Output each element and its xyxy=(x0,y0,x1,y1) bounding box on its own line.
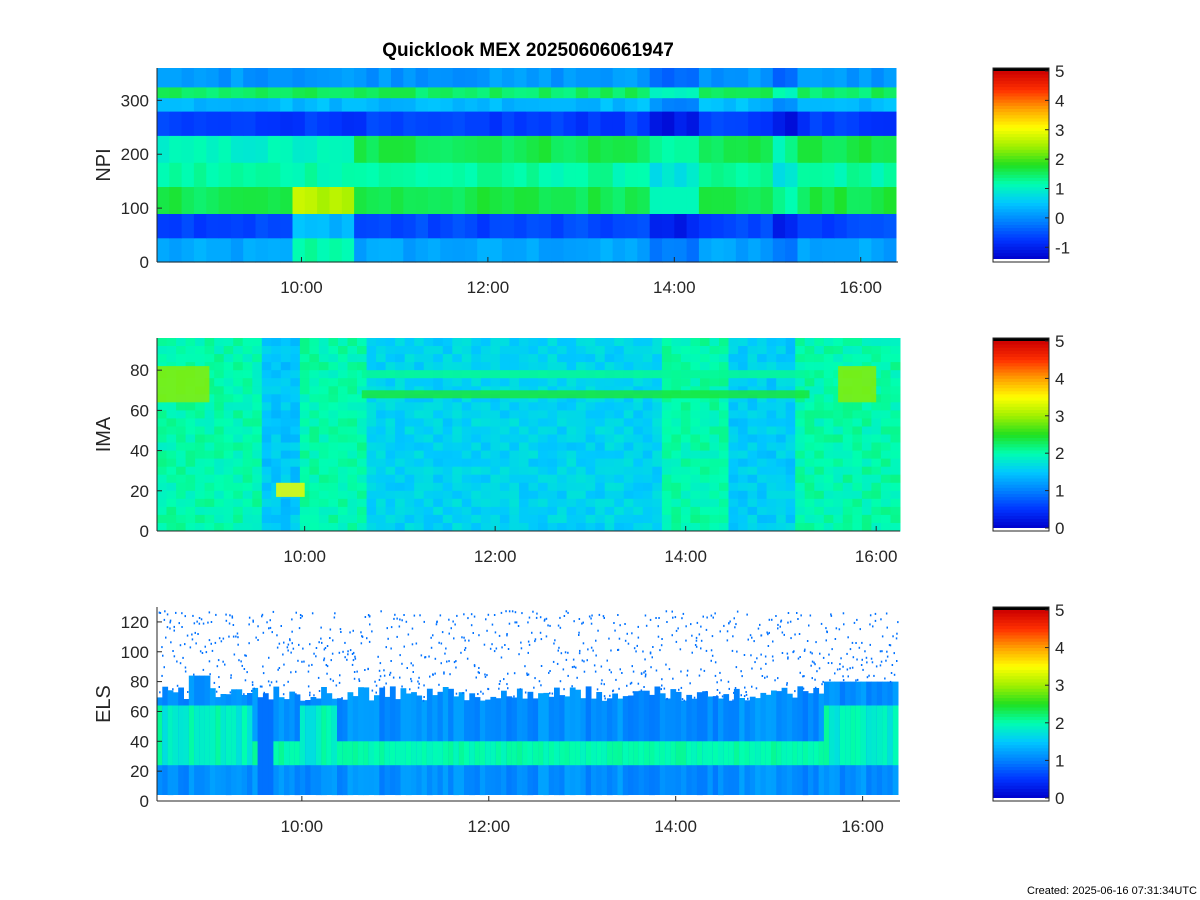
ima-feature-1 xyxy=(361,390,810,399)
panel-ima: 0 20 40 60 80 10:00 12:00 14:00 16:00 IMA 0 1 2 3 4 5 xyxy=(93,332,1064,566)
ytick-label: 40 xyxy=(130,442,149,461)
ylabel-npi: NPI xyxy=(93,148,115,181)
ytick-label: 0 xyxy=(140,792,149,811)
colorbar-tick-label: 3 xyxy=(1055,407,1064,426)
ytick-label: 80 xyxy=(130,361,149,380)
colorbar-tick-label: 4 xyxy=(1055,369,1064,388)
colorbar-tick-label: 1 xyxy=(1055,482,1064,501)
ytick-label: 60 xyxy=(130,702,149,721)
colorbar-els: 0 1 2 3 4 5 xyxy=(992,601,1064,808)
colorbar-tick-label: 5 xyxy=(1055,332,1064,351)
xtick-label: 16:00 xyxy=(841,817,884,836)
xtick-label: 10:00 xyxy=(280,278,323,297)
ytick-label: 120 xyxy=(121,613,149,632)
colorbar-tick-label: 5 xyxy=(1055,601,1064,620)
ytick-label: 0 xyxy=(140,522,149,541)
colorbar-tick-label: 4 xyxy=(1055,91,1064,110)
colorbar-tick-label: 1 xyxy=(1055,180,1064,199)
xtick-label: 16:00 xyxy=(855,547,898,566)
ytick-label: 20 xyxy=(130,482,149,501)
xtick-label: 10:00 xyxy=(281,817,324,836)
ima-feature-3 xyxy=(276,482,305,497)
colorbar-tick-label: 2 xyxy=(1055,150,1064,169)
colorbar-tick-label: -1 xyxy=(1055,238,1070,257)
colorbar-tick-label: 2 xyxy=(1055,714,1064,733)
ytick-label: 20 xyxy=(130,762,149,781)
colorbar-tick-label: 0 xyxy=(1055,209,1064,228)
colorbar-tick-label: 3 xyxy=(1055,676,1064,695)
ytick-label: 300 xyxy=(121,91,149,110)
ylabel-ima: IMA xyxy=(93,416,115,452)
xtick-label: 14:00 xyxy=(664,547,707,566)
heatmap-els xyxy=(157,610,899,796)
colorbar-ima: 0 1 2 3 4 5 xyxy=(992,332,1064,538)
colorbar-tick-label: 5 xyxy=(1055,62,1064,81)
xtick-label: 16:00 xyxy=(839,278,882,297)
ytick-label: 0 xyxy=(140,253,149,272)
ytick-label: 40 xyxy=(130,732,149,751)
figure-title: Quicklook MEX 20250606061947 xyxy=(382,40,674,61)
ytick-label: 100 xyxy=(121,199,149,218)
xtick-label: 12:00 xyxy=(474,547,517,566)
colorbar-tick-label: 3 xyxy=(1055,121,1064,140)
heatmap-ima xyxy=(157,338,901,532)
panel-els: 0 20 40 60 80 100 120 10:00 12:00 14:00 16:00 ELS 0 1… xyxy=(93,601,1064,836)
xtick-label: 14:00 xyxy=(653,278,696,297)
panel-npi: 0 100 200 300 10:00 12:00 14:00 16:00 NPI -1 0 1 2 3 4… xyxy=(93,62,1070,297)
colorbar-npi: -1 0 1 2 3 4 5 xyxy=(992,62,1070,263)
xtick-label: 12:00 xyxy=(468,817,511,836)
ima-feature-2 xyxy=(361,370,810,379)
colorbar-tick-label: 1 xyxy=(1055,751,1064,770)
ima-feature-0 xyxy=(157,366,210,403)
ytick-label: 60 xyxy=(130,401,149,420)
ytick-label: 200 xyxy=(121,145,149,164)
ytick-label: 100 xyxy=(121,643,149,662)
colorbar-tick-label: 2 xyxy=(1055,444,1064,463)
ima-feature-4 xyxy=(838,366,877,403)
xtick-label: 10:00 xyxy=(283,547,326,566)
colorbar-tick-label: 0 xyxy=(1055,789,1064,808)
ylabel-els: ELS xyxy=(93,685,115,723)
ytick-label: 80 xyxy=(130,673,149,692)
heatmap-npi xyxy=(157,68,897,263)
colorbar-tick-label: 0 xyxy=(1055,519,1064,538)
colorbar-tick-label: 4 xyxy=(1055,639,1064,658)
xtick-label: 14:00 xyxy=(654,817,697,836)
xtick-label: 12:00 xyxy=(467,278,510,297)
created-footer: Created: 2025-06-16 07:31:34UTC xyxy=(1027,885,1197,897)
